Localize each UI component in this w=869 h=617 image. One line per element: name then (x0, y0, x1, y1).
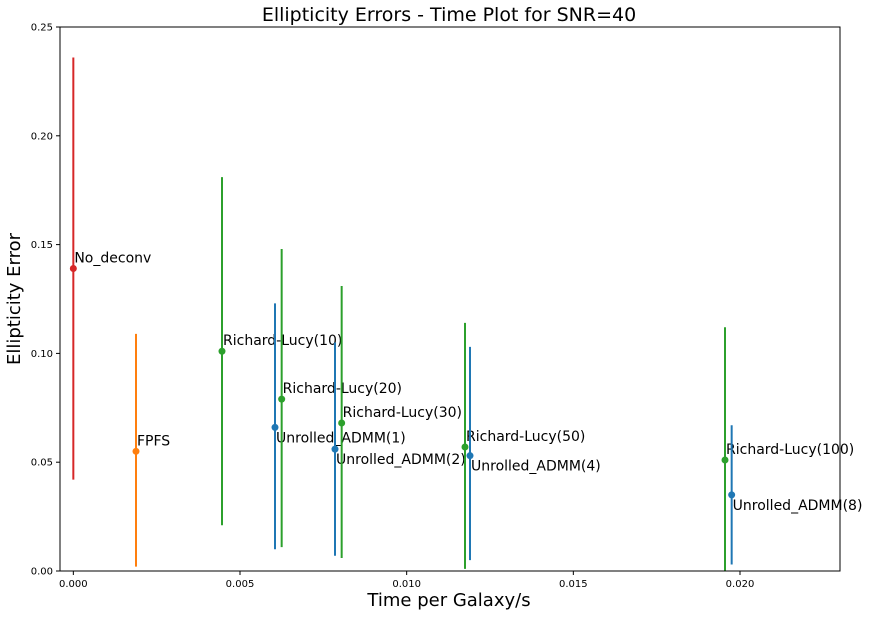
data-label: FPFS (137, 433, 170, 449)
data-point-group: Unrolled_ADMM(8) (728, 425, 863, 565)
data-point-group: Richard-Lucy(50) (461, 322, 585, 569)
x-tick-label: 0.000 (59, 579, 88, 590)
y-tick-label: 0.20 (31, 131, 53, 142)
data-point (218, 347, 226, 355)
chart-title: Ellipticity Errors - Time Plot for SNR=4… (262, 4, 636, 26)
x-tick-label: 0.010 (392, 579, 421, 590)
data-point (278, 395, 286, 403)
y-tick-label: 0.15 (31, 240, 53, 251)
data-label: No_deconv (74, 251, 151, 267)
y-tick-label: 0.10 (31, 349, 53, 360)
data-label: Richard-Lucy(10) (223, 333, 342, 349)
plot-frame (59, 26, 841, 572)
data-label: Unrolled_ADMM(8) (733, 498, 863, 514)
x-tick-label: 0.005 (226, 579, 255, 590)
y-tick-label: 0.05 (31, 458, 53, 469)
data-point-group: Richard-Lucy(10) (218, 177, 342, 526)
data-point (338, 419, 346, 427)
y-tick-label: 0.00 (31, 567, 53, 578)
data-point (132, 447, 140, 455)
data-point-group: Richard-Lucy(100) (721, 327, 854, 571)
data-point (69, 265, 77, 273)
data-point (271, 423, 279, 431)
data-point-group: Richard-Lucy(30) (338, 285, 462, 558)
x-axis-label: Time per Galaxy/s (366, 590, 530, 611)
data-point (728, 491, 736, 499)
data-label: Richard-Lucy(30) (343, 405, 462, 421)
data-point-group: Richard-Lucy(20) (278, 248, 402, 548)
data-point (721, 456, 729, 464)
data-label: Unrolled_ADMM(2) (336, 452, 466, 468)
data-point-group: FPFS (132, 333, 170, 567)
y-axis-label: Ellipticity Error (4, 232, 25, 365)
data-point-group: No_deconv (69, 57, 151, 480)
plot-area: No_deconv FPFS Richard-Lucy(10) Unrolled_AD… (69, 57, 863, 571)
y-tick-label: 0.25 (31, 23, 53, 34)
data-label: Unrolled_ADMM(4) (471, 459, 601, 475)
x-tick-label: 0.020 (726, 579, 755, 590)
data-point-group: Unrolled_ADMM(4) (466, 346, 601, 561)
data-label: Richard-Lucy(50) (466, 429, 585, 445)
x-tick-label: 0.015 (559, 579, 588, 590)
data-label: Richard-Lucy(100) (726, 442, 854, 458)
data-point-group: Unrolled_ADMM(2) (331, 342, 466, 556)
data-point (331, 445, 339, 453)
data-point (466, 452, 474, 460)
data-point (461, 443, 469, 451)
axes: 0.000 0.005 0.010 0.015 0.020 0.00 0.05 0.10 0.1… (31, 23, 755, 591)
